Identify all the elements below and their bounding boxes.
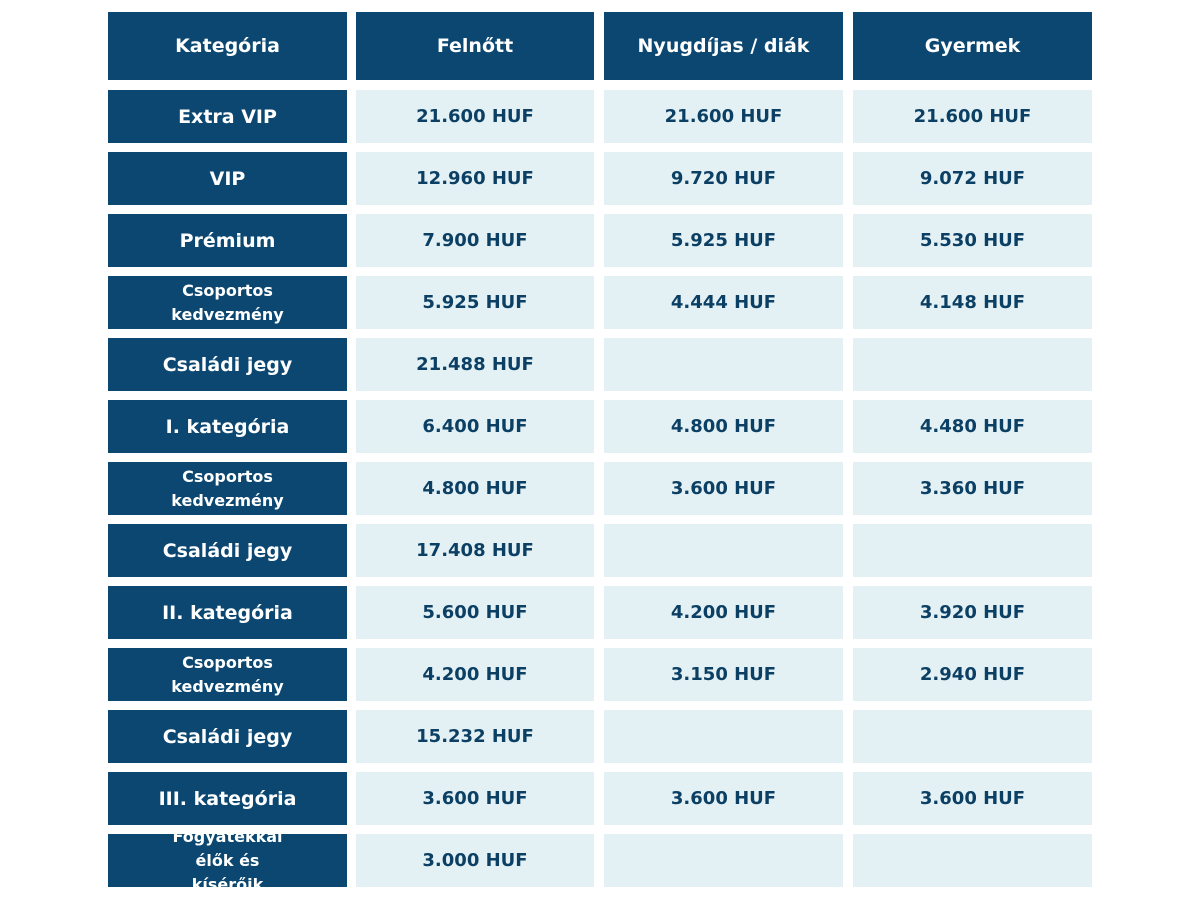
header-cell: Kategória xyxy=(108,12,347,80)
price-cell: 15.232 HUF xyxy=(356,710,594,763)
price-cell: 17.408 HUF xyxy=(356,524,594,577)
empty-cell xyxy=(604,834,843,887)
price-cell: 4.800 HUF xyxy=(356,462,594,515)
row-label: Fogyatékkal élők és kísérőik xyxy=(108,827,347,894)
empty-cell xyxy=(853,524,1092,577)
price-cell: 5.925 HUF xyxy=(604,214,843,267)
row-label: Extra VIP xyxy=(108,90,347,143)
price-cell: 6.400 HUF xyxy=(356,400,594,453)
row-label: III. kategória xyxy=(108,772,347,825)
header-cell: Felnőtt xyxy=(356,12,594,80)
empty-cell xyxy=(604,710,843,763)
price-cell: 3.600 HUF xyxy=(604,772,843,825)
row-label: VIP xyxy=(108,152,347,205)
price-cell: 5.600 HUF xyxy=(356,586,594,639)
empty-cell xyxy=(604,524,843,577)
row-label: Csoportos kedvezmény xyxy=(108,462,347,515)
price-cell: 12.960 HUF xyxy=(356,152,594,205)
price-cell: 21.600 HUF xyxy=(604,90,843,143)
row-label: Csoportos kedvezmény xyxy=(108,648,347,701)
price-cell: 3.360 HUF xyxy=(853,462,1092,515)
price-cell: 4.200 HUF xyxy=(356,648,594,701)
price-cell: 5.925 HUF xyxy=(356,276,594,329)
header-cell: Nyugdíjas / diák xyxy=(604,12,843,80)
row-label: Prémium xyxy=(108,214,347,267)
price-cell: 4.480 HUF xyxy=(853,400,1092,453)
price-cell: 21.600 HUF xyxy=(853,90,1092,143)
row-label: Családi jegy xyxy=(108,338,347,391)
price-cell: 5.530 HUF xyxy=(853,214,1092,267)
header-cell: Gyermek xyxy=(853,12,1092,80)
empty-cell xyxy=(853,338,1092,391)
empty-cell xyxy=(853,834,1092,887)
price-cell: 3.600 HUF xyxy=(356,772,594,825)
empty-cell xyxy=(604,338,843,391)
row-label: Családi jegy xyxy=(108,524,347,577)
price-cell: 4.800 HUF xyxy=(604,400,843,453)
row-label: I. kategória xyxy=(108,400,347,453)
row-label: Csoportos kedvezmény xyxy=(108,276,347,329)
empty-cell xyxy=(853,710,1092,763)
price-cell: 9.072 HUF xyxy=(853,152,1092,205)
price-cell: 2.940 HUF xyxy=(853,648,1092,701)
price-cell: 9.720 HUF xyxy=(604,152,843,205)
price-cell: 3.600 HUF xyxy=(604,462,843,515)
price-cell: 3.600 HUF xyxy=(853,772,1092,825)
price-cell: 21.600 HUF xyxy=(356,90,594,143)
price-cell: 7.900 HUF xyxy=(356,214,594,267)
price-cell: 3.150 HUF xyxy=(604,648,843,701)
price-cell: 3.000 HUF xyxy=(356,834,594,887)
row-label: II. kategória xyxy=(108,586,347,639)
price-cell: 4.200 HUF xyxy=(604,586,843,639)
price-cell: 21.488 HUF xyxy=(356,338,594,391)
price-cell: 3.920 HUF xyxy=(853,586,1092,639)
price-cell: 4.444 HUF xyxy=(604,276,843,329)
row-label: Családi jegy xyxy=(108,710,347,763)
price-cell: 4.148 HUF xyxy=(853,276,1092,329)
